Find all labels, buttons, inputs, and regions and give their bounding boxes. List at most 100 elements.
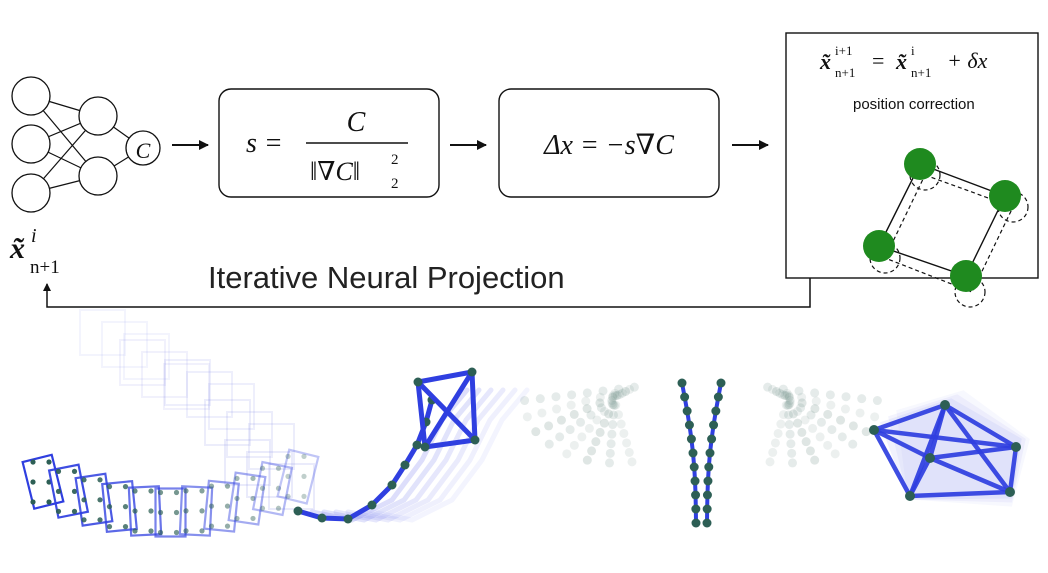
beam-particle — [122, 484, 129, 490]
chain-ghost-particle — [786, 439, 796, 449]
beam-particle — [208, 483, 215, 489]
chain-particle — [412, 440, 422, 450]
beam-particle — [55, 488, 62, 494]
network-hidden-node — [78, 96, 118, 136]
delta-formula: Δx = −s∇C — [543, 130, 674, 161]
beam-particle — [81, 497, 87, 503]
chain-ghost-particle — [810, 388, 820, 398]
chain-ghost-particle — [848, 421, 858, 431]
chain-ghost-particle — [806, 410, 816, 420]
beam-particle — [183, 488, 189, 494]
beam-particle — [173, 489, 180, 496]
chain-ghost-particle — [781, 400, 791, 410]
chain-ghost-particle — [830, 449, 840, 459]
beam-particle — [148, 528, 154, 534]
beam-particle — [250, 515, 256, 522]
cluster-particle — [925, 453, 935, 463]
corrected-positions — [863, 148, 1021, 292]
beam-particle — [71, 468, 78, 474]
beam-particle — [173, 529, 180, 536]
chain-ghost-particle — [599, 418, 609, 428]
chain-ghost-particle — [562, 449, 572, 459]
beam-particle — [81, 517, 87, 523]
chain-ghost-particle — [569, 440, 579, 450]
chain-ghost-particle — [857, 394, 867, 404]
chain-ghost-particle — [567, 390, 577, 400]
chain-ghost-particle — [823, 409, 833, 419]
chain-ghost-particle — [605, 448, 615, 458]
beam-particle — [106, 504, 113, 510]
beam-cell — [276, 448, 320, 505]
chain-particle — [702, 504, 712, 514]
chain-ghost-particle — [569, 409, 579, 419]
chain-ghost-particle — [592, 415, 602, 425]
cluster-edge — [1007, 444, 1019, 495]
chain-ghost-particle — [627, 457, 637, 467]
chain-ghost-particle — [520, 396, 530, 406]
network-output-label: C — [136, 138, 151, 163]
cluster-particle — [1005, 487, 1015, 497]
box-edge — [422, 437, 478, 450]
update-subtitle: position correction — [853, 96, 975, 113]
chain-trail — [321, 387, 482, 523]
chain-ghost-particle — [537, 408, 547, 418]
network-nodes — [11, 76, 161, 213]
beam-cell — [227, 471, 267, 526]
beam-cell — [74, 472, 114, 527]
beam-particle — [234, 495, 240, 502]
chain-ghost-particle — [815, 432, 825, 442]
chain-ghost-particle — [595, 427, 605, 437]
chain-ghost-particle — [544, 439, 554, 449]
beam-particle — [157, 529, 164, 536]
beam-particle — [234, 515, 240, 522]
beam-particle — [250, 495, 256, 502]
chain-ghost-particle — [841, 392, 851, 402]
beam-particle — [259, 465, 266, 471]
chain-ghost-particle — [608, 420, 618, 430]
chain-ghost-particle — [596, 403, 606, 413]
chain-particle — [684, 420, 694, 430]
scale-lhs: s = — [246, 128, 283, 159]
chain-ghost-particle — [870, 412, 880, 422]
beam-particle — [106, 484, 113, 490]
update-lhs-var: x̃ — [819, 49, 831, 74]
network-input-node — [11, 76, 51, 116]
chain-ghost-particle — [811, 396, 821, 406]
chain-particle — [688, 448, 698, 458]
chain-ghost-particle — [556, 415, 566, 425]
chain-particle — [387, 480, 397, 490]
chain-ghost-particle — [614, 384, 624, 394]
chain-particle — [704, 462, 714, 472]
chain-ghost-particle — [565, 425, 575, 435]
cluster-edge — [871, 427, 913, 499]
beam-particle — [157, 489, 164, 496]
beam-particle — [275, 465, 282, 471]
chain-ghost-particle — [782, 391, 792, 401]
chain-ghost-particle — [771, 386, 781, 396]
chain-ghost-particle — [622, 438, 632, 448]
beam-particle — [30, 499, 36, 505]
chain-ghost-particle — [586, 410, 596, 420]
ghost-cell — [186, 371, 233, 418]
delta-formula-box: Δx = −s∇C — [498, 88, 720, 198]
chain-particle — [343, 514, 353, 524]
beam-particle — [259, 505, 266, 511]
chain-ghost-particle — [613, 410, 623, 420]
chain-ghost-particle — [535, 394, 545, 404]
chain-ghost-particle — [836, 415, 846, 425]
beam-particle — [157, 509, 164, 516]
cluster-edge — [871, 427, 933, 461]
position-update-panel: x̃ i+1 n+1 = x̃ i n+1 + δx position corr… — [785, 32, 1039, 308]
diagram-caption: Iterative Neural Projection — [208, 260, 565, 295]
box-particle — [467, 367, 477, 377]
ghost-cell — [208, 383, 255, 430]
chain-ghost-particle — [785, 395, 795, 405]
chain-ghost-particle — [582, 455, 592, 465]
chain-trail — [333, 387, 494, 523]
chain-particle — [702, 490, 712, 500]
chain-ghost-particle — [555, 432, 565, 442]
chain-ghost-particle — [797, 392, 807, 402]
beam-particle — [55, 508, 62, 514]
chain-ghost-particle — [776, 419, 786, 429]
chain-ghost-particle — [770, 438, 780, 448]
